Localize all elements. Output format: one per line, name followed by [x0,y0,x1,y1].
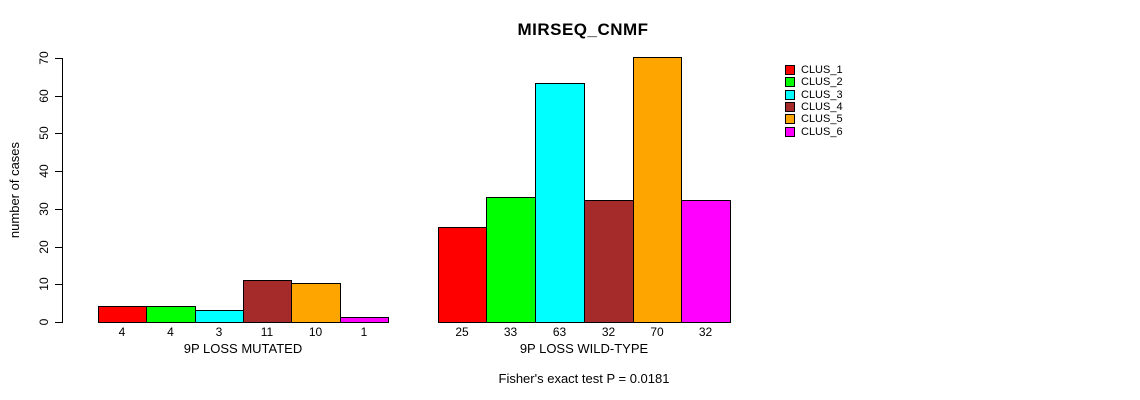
y-axis-tick-label: 10 [37,277,51,291]
bar-value-label: 32 [698,325,713,339]
bar-value-label: 10 [308,325,323,339]
legend-swatch-CLUS_2 [785,77,795,87]
legend-label-CLUS_3: CLUS_3 [801,89,843,101]
y-axis-tick [55,209,62,210]
legend-label-CLUS_4: CLUS_4 [801,101,843,113]
legend-swatch-CLUS_5 [785,114,795,124]
bar-value-label: 4 [167,325,174,339]
bar-CLUS_5 [291,283,341,323]
legend-label-CLUS_6: CLUS_6 [801,126,843,138]
y-axis-tick-label: 50 [37,126,51,140]
bar-CLUS_3 [195,310,244,323]
bar-CLUS_4 [584,200,634,323]
bar-value-label: 25 [455,325,469,339]
bar-value-label: 3 [215,325,223,339]
x-group-label: 9P LOSS MUTATED [183,341,303,356]
bar-value-label: 70 [650,325,664,339]
y-axis-tick [55,171,62,172]
legend-swatch-CLUS_1 [785,65,795,75]
y-axis-tick [55,133,62,134]
y-axis-tick [55,247,62,248]
bar-value-label: 33 [503,325,518,339]
legend-swatch-CLUS_6 [785,127,795,137]
legend-swatch-CLUS_3 [785,90,795,100]
fisher-test-caption: Fisher's exact test P = 0.0181 [498,371,670,386]
bar-CLUS_5 [633,57,682,323]
y-axis-tick-label: 0 [37,318,51,326]
y-axis-label: number of cases [7,141,22,239]
y-axis-tick [55,58,62,59]
bar-CLUS_6 [340,317,389,323]
legend-label-CLUS_5: CLUS_5 [801,113,843,125]
bar-value-label: 4 [118,325,126,339]
bar-value-label: 1 [360,325,368,339]
bar-CLUS_1 [98,306,147,323]
bar-CLUS_3 [535,83,585,323]
bar-CLUS_2 [146,306,196,323]
legend-label-CLUS_2: CLUS_2 [801,76,843,88]
bar-value-label: 32 [601,325,616,339]
bar-value-label: 11 [260,325,274,339]
y-axis-tick [55,322,62,323]
y-axis-tick-label: 20 [37,240,51,254]
legend-swatch-CLUS_4 [785,102,795,112]
bar-CLUS_6 [681,200,731,323]
bar-CLUS_2 [486,197,536,323]
bar-CLUS_1 [438,227,487,323]
y-axis-tick-label: 30 [37,202,51,216]
x-group-label: 9P LOSS WILD-TYPE [519,341,649,356]
y-axis-tick-label: 60 [37,89,51,103]
bar-CLUS_4 [243,280,292,323]
y-axis-tick [55,284,62,285]
y-axis-line [62,58,63,323]
chart-title: MIRSEQ_CNMF [517,20,649,39]
legend-label-CLUS_1: CLUS_1 [801,64,843,76]
y-axis-tick-label: 70 [37,51,51,65]
bar-value-label: 63 [552,325,567,339]
y-axis-tick-label: 40 [37,164,51,178]
y-axis-tick [55,96,62,97]
